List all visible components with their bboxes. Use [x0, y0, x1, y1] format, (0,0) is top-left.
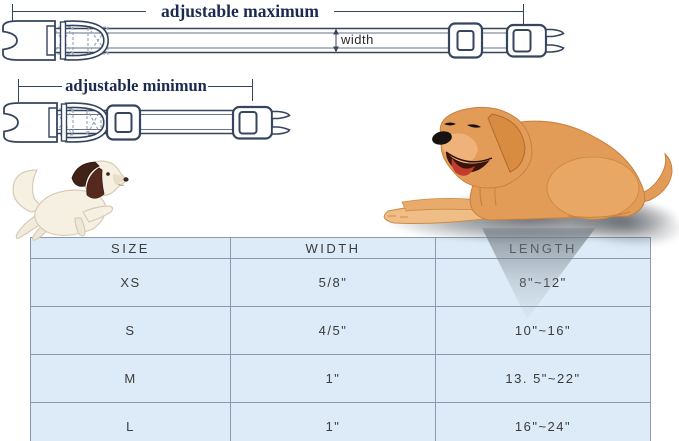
width-cell: 5/8" — [230, 258, 436, 307]
table-row-l: L 1" 16"~24" — [30, 402, 651, 441]
collar-diagram-maximum — [2, 4, 565, 61]
size-cell: XS — [30, 258, 231, 307]
small-dog-illustration — [12, 160, 129, 241]
width-label: width — [341, 32, 374, 47]
adjustable-minimum-label: adjustable minimun — [65, 76, 207, 95]
collar-diagram-minimum — [3, 79, 291, 143]
size-cell: S — [30, 306, 231, 355]
adjustable-maximum-label: adjustable maximum — [161, 1, 319, 21]
triglide-slider — [447, 22, 484, 59]
d-ring — [59, 20, 110, 61]
side-release-buckle-female — [2, 20, 56, 61]
width-cell: 4/5" — [230, 306, 436, 355]
width-arrow-icon — [333, 28, 339, 53]
length-cell: 10"~16" — [435, 306, 651, 355]
table-row-m: M 1" 13. 5"~22" — [30, 354, 651, 403]
header-width: WIDTH — [230, 237, 436, 259]
dimension-line — [12, 4, 524, 27]
size-cell: M — [30, 354, 231, 403]
triglide-slider — [105, 104, 142, 141]
width-cell: 1" — [230, 402, 436, 441]
table-row-s: S 4/5" 10"~16" — [30, 306, 651, 355]
collar-strap — [40, 27, 511, 54]
side-release-buckle-male — [505, 23, 565, 58]
golden-retriever-illustration — [383, 106, 673, 224]
length-cell: 16"~24" — [435, 402, 651, 441]
side-release-buckle-male — [231, 105, 291, 140]
width-cell: 1" — [230, 354, 436, 403]
length-cell: 13. 5"~22" — [435, 354, 651, 403]
d-ring — [60, 102, 110, 143]
side-release-buckle-female — [3, 102, 58, 143]
header-size: SIZE — [30, 237, 231, 259]
dimension-line — [18, 79, 253, 102]
size-cell: L — [30, 402, 231, 441]
